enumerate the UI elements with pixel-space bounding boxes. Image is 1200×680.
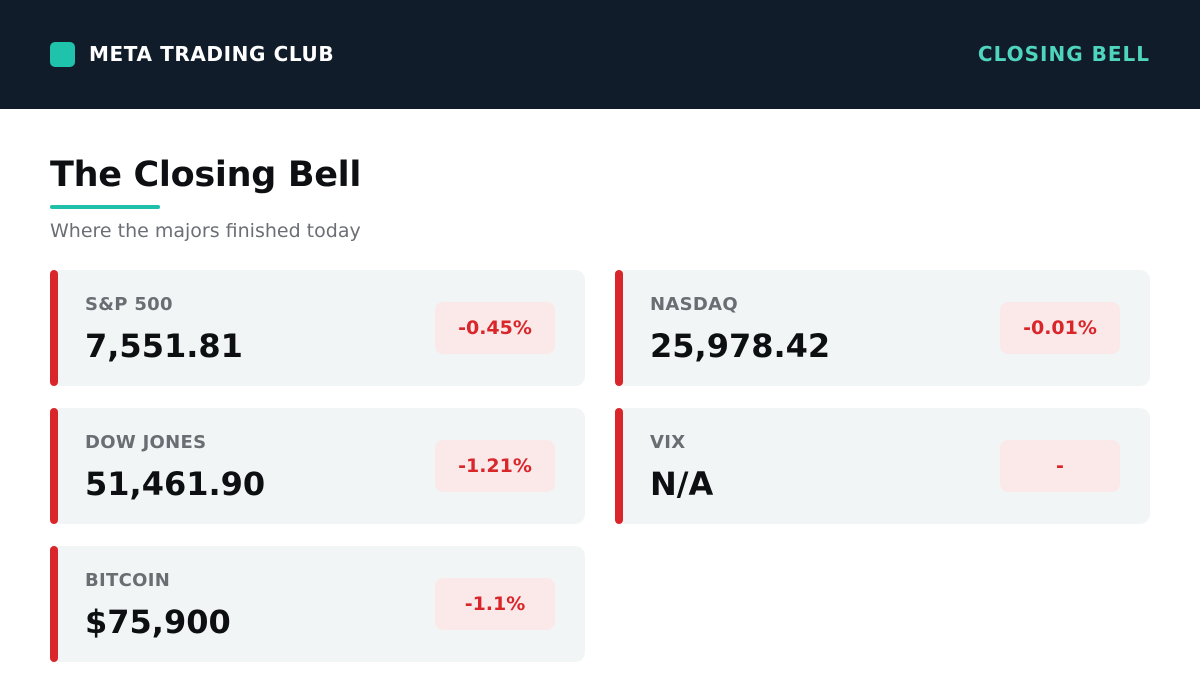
market-card-vix: VIX N/A - (615, 408, 1150, 524)
brand[interactable]: META TRADING CLUB (50, 41, 334, 67)
card-accent-bar (615, 270, 623, 386)
market-card-dow-jones: DOW JONES 51,461.90 -1.21% (50, 408, 585, 524)
market-value: N/A (650, 465, 714, 503)
market-value: 7,551.81 (85, 327, 243, 365)
market-card-bitcoin: BITCOIN $75,900 -1.1% (50, 546, 585, 662)
market-value: $75,900 (85, 603, 231, 641)
market-value: 51,461.90 (85, 465, 266, 503)
change-badge: - (1000, 440, 1120, 492)
page-title: The Closing Bell (50, 155, 362, 195)
market-name: S&P 500 (85, 294, 173, 315)
market-name: VIX (650, 432, 686, 453)
market-name: BITCOIN (85, 570, 171, 591)
market-name: NASDAQ (650, 294, 738, 315)
change-badge: -0.01% (1000, 302, 1120, 354)
market-value: 25,978.42 (650, 327, 831, 365)
market-card-sp500: S&P 500 7,551.81 -0.45% (50, 270, 585, 386)
change-badge: -1.21% (435, 440, 555, 492)
title-underline (50, 205, 160, 209)
card-accent-bar (50, 270, 58, 386)
card-accent-bar (50, 408, 58, 524)
top-bar: META TRADING CLUB CLOSING BELL (0, 0, 1200, 109)
square-logo-icon (50, 41, 75, 67)
card-accent-bar (50, 546, 58, 662)
page-subtitle: Where the majors finished today (50, 220, 361, 242)
brand-name: META TRADING CLUB (89, 42, 335, 66)
market-card-nasdaq: NASDAQ 25,978.42 -0.01% (615, 270, 1150, 386)
section-label: CLOSING BELL (977, 42, 1150, 66)
card-accent-bar (615, 408, 623, 524)
change-badge: -1.1% (435, 578, 555, 630)
market-name: DOW JONES (85, 432, 207, 453)
change-badge: -0.45% (435, 302, 555, 354)
